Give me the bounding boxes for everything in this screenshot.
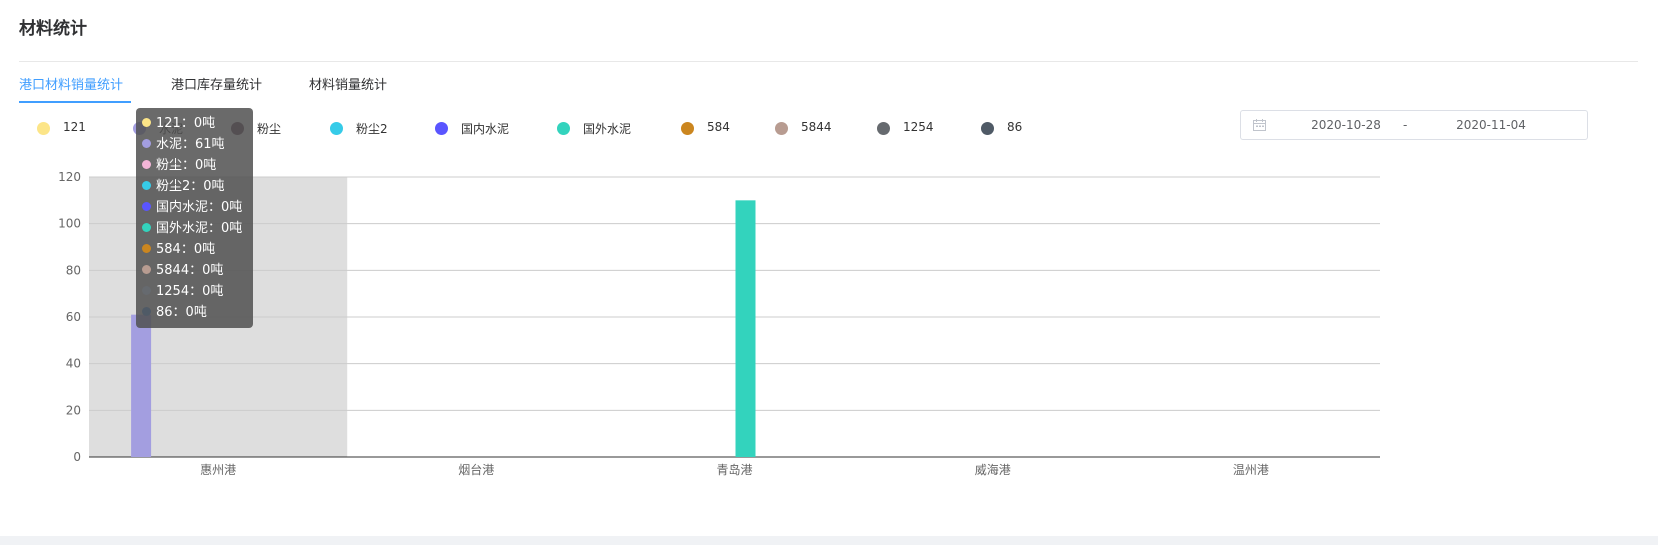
title-divider (19, 61, 1638, 62)
active-tab-indicator (19, 101, 131, 103)
tooltip-dot (142, 181, 151, 190)
x-tick-label: 威海港 (975, 462, 1011, 477)
tooltip-dot (142, 160, 151, 169)
date-range-picker[interactable]: 2020-10-28 - 2020-11-04 (1240, 110, 1588, 140)
bar (131, 314, 152, 457)
tooltip-row-dust2: 粉尘2：0吨 (142, 176, 253, 197)
tooltip-row-121: 121：0吨 (142, 113, 253, 134)
legend-label: 5844 (801, 120, 832, 134)
y-tick-label: 40 (66, 357, 81, 371)
y-tick-label: 80 (66, 263, 81, 277)
legend-dot (877, 122, 890, 135)
end-date-input[interactable]: 2020-11-04 (1456, 118, 1526, 132)
legend-label: 国外水泥 (583, 122, 632, 136)
tooltip-dot (142, 307, 151, 316)
tooltip-text: 国外水泥：0吨 (156, 221, 243, 236)
tooltip-row-1254: 1254：0吨 (142, 281, 253, 302)
x-tick-label: 烟台港 (458, 462, 494, 477)
x-tick-label: 温州港 (1233, 463, 1269, 477)
legend-label: 86 (1007, 120, 1023, 134)
tooltip-dot (142, 244, 151, 253)
calendar-icon (1253, 119, 1266, 131)
tooltip-dot (142, 223, 151, 232)
tooltip-row-5844: 5844：0吨 (142, 260, 253, 281)
legend-label: 国内水泥 (461, 122, 510, 136)
tooltip-text: 1254：0吨 (156, 284, 224, 299)
legend-label: 584 (707, 120, 730, 134)
date-range-separator: - (1403, 118, 1408, 132)
tooltip-text: 5844：0吨 (156, 263, 224, 278)
y-tick-label: 0 (73, 450, 81, 464)
tooltip-dot (142, 202, 151, 211)
tooltip-text: 粉尘：0吨 (156, 158, 217, 173)
legend-dot (681, 122, 694, 135)
tooltip-text: 584：0吨 (156, 242, 216, 257)
legend-dot (435, 122, 448, 135)
tooltip-row-cement: 水泥：61吨 (142, 134, 253, 155)
legend-label: 1254 (903, 120, 934, 134)
tooltip-row-dust: 粉尘：0吨 (142, 155, 253, 176)
start-date-input[interactable]: 2020-10-28 (1311, 118, 1381, 132)
tooltip-dot (142, 139, 151, 148)
legend-label: 121 (63, 120, 86, 134)
y-tick-label: 100 (58, 217, 81, 231)
legend-dot (981, 122, 994, 135)
chart-tooltip: 121：0吨 水泥：61吨 粉尘：0吨 粉尘2：0吨 国内水泥：0吨 国外水泥：… (136, 108, 253, 328)
tooltip-row-foreign-cement: 国外水泥：0吨 (142, 218, 253, 239)
tooltip-text: 121：0吨 (156, 116, 216, 131)
y-tick-label: 20 (66, 403, 81, 417)
x-tick-label: 惠州港 (200, 463, 236, 477)
y-tick-label: 60 (66, 310, 81, 324)
tooltip-row-86: 86：0吨 (142, 302, 253, 323)
tooltip-text: 86：0吨 (156, 305, 207, 320)
tooltip-text: 国内水泥：0吨 (156, 200, 243, 215)
legend-dot (775, 122, 788, 135)
tooltip-row-584: 584：0吨 (142, 239, 253, 260)
legend-label: 粉尘2 (356, 122, 388, 136)
legend-dot (557, 122, 570, 135)
legend-dot (330, 122, 343, 135)
tooltip-dot (142, 118, 151, 127)
tooltip-dot (142, 286, 151, 295)
tab-port-inventory[interactable]: 港口库存量统计 (171, 78, 263, 93)
tooltip-dot (142, 265, 151, 274)
tooltip-text: 水泥：61吨 (156, 137, 225, 152)
y-tick-label: 120 (58, 170, 81, 184)
page-title: 材料统计 (19, 19, 87, 39)
tab-material-sales[interactable]: 材料销量统计 (309, 78, 388, 93)
legend-dot (37, 122, 50, 135)
tooltip-text: 粉尘2：0吨 (156, 179, 225, 194)
tooltip-row-domestic-cement: 国内水泥：0吨 (142, 197, 253, 218)
bar (735, 200, 756, 458)
legend-label: 粉尘 (257, 122, 282, 136)
tab-port-material-sales[interactable]: 港口材料销量统计 (19, 78, 124, 93)
x-tick-label: 青岛港 (716, 462, 752, 477)
page-footer-band (0, 536, 1658, 545)
